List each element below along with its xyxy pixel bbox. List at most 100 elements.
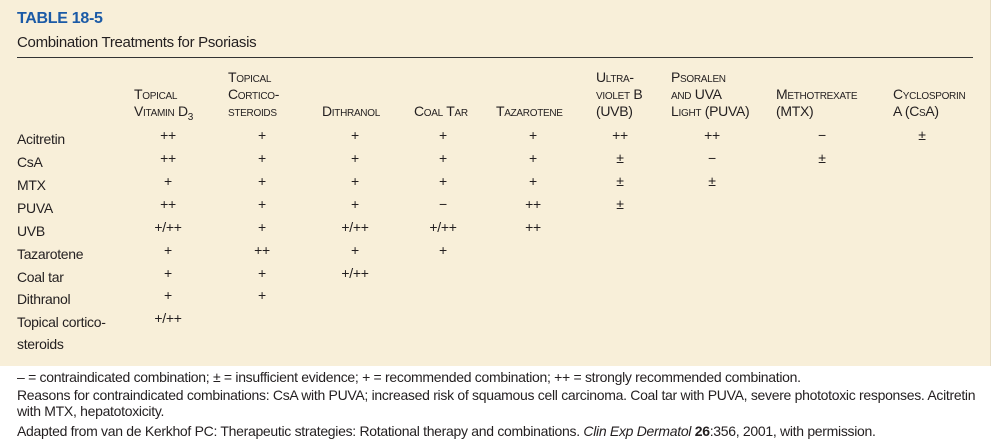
cell: ± [616,173,624,189]
cell: + [258,265,266,281]
row-label: Topical cortico- [17,314,106,330]
source-part: 26 [691,423,710,439]
cell: ++ [704,127,720,143]
cell: + [529,150,537,166]
header-line: violet B [596,86,643,103]
header-line: (UVB) [596,103,642,120]
cell: +/++ [429,219,457,235]
header-line: Ultra- [596,69,642,86]
row-label: steroids [17,336,64,352]
header-line: (MTX) [776,103,857,120]
cell: + [439,173,447,189]
column-header: Tazarotene [496,103,563,120]
cell: + [258,127,266,143]
cell: ++ [525,196,541,212]
row-label: Coal tar [17,269,64,285]
header-text: Tazarotene [496,103,563,119]
cell: + [529,173,537,189]
cell: − [708,150,716,166]
column-header: Topical Vitamin D3 [134,86,193,126]
cell: + [258,150,266,166]
column-header: Dithranol [322,103,380,120]
footnote-source: Adapted from van de Kerkhof PC: Therapeu… [17,423,876,439]
row-label: Dithranol [17,291,71,307]
header-line: Vitamin D3 [134,103,193,126]
cell: + [351,150,359,166]
header-text: Topical [134,86,178,102]
cell: + [439,150,447,166]
cell: ++ [612,127,628,143]
header-line: Methotrexate [776,86,858,103]
source-part: Adapted from van de Kerkhof PC: Therapeu… [17,423,584,439]
column-header: Methotrexate (MTX) [776,86,858,120]
column-header: Topical Cortico-steroids [228,69,279,120]
cell: + [439,242,447,258]
header-line: steroids [228,103,279,120]
cell: ± [918,127,926,143]
cell: +/++ [341,265,369,281]
header-line: Psoralen [671,69,749,86]
header-line: Dithranol [322,103,380,120]
column-header: Psoralen and UVA Light (PUVA) [671,69,750,120]
header-text: and UVA [671,86,722,102]
row-label: Acitretin [17,131,65,147]
cell: +/++ [154,310,182,326]
footnote-reasons: Reasons for contraindicated combinations… [17,387,976,419]
rule [17,57,973,58]
header-text: (MTX) [776,103,814,119]
header-line: and UVA [671,86,749,103]
row-label: UVB [17,223,45,239]
column-header: Cyclosporin A (CsA) [893,86,966,120]
header-line: Cortico- [228,86,279,103]
cell: +/++ [154,219,182,235]
header-line: Topical [134,86,193,103]
header-text: Ultra- [596,69,634,85]
cell: ± [616,150,624,166]
header-line: Cyclosporin [893,86,966,103]
header-text: Dithranol [322,103,380,119]
cell: + [164,173,172,189]
header-text: Light (PUVA) [671,103,750,119]
header-text: Vitamin D [134,103,188,119]
cell: ++ [525,219,541,235]
header-line: A (CsA) [893,103,965,120]
cell: + [529,127,537,143]
cell: ++ [254,242,270,258]
cell: + [439,127,447,143]
cell: + [258,196,266,212]
cell: − [439,196,447,212]
header-line: Coal Tar [414,103,468,120]
header-subscript: 3 [187,111,194,123]
cell: + [164,287,172,303]
row-label: MTX [17,177,46,193]
cell: ± [708,173,716,189]
header-text: steroids [228,103,277,119]
cell: ++ [160,127,176,143]
cell: ± [616,196,624,212]
cell: + [351,242,359,258]
cell: + [164,242,172,258]
cell: + [351,196,359,212]
header-text: Cortico- [228,86,280,102]
header-text: Cyclosporin [893,86,966,102]
column-header: Coal Tar [414,103,468,120]
header-text: A (CsA) [893,103,939,119]
column-header: Ultra-violet B (UVB) [596,69,643,120]
row-label: Tazarotene [17,246,84,262]
header-text: violet B [596,86,643,102]
cell: + [351,173,359,189]
row-label: CsA [17,154,43,170]
cell: ++ [160,196,176,212]
cell: + [258,219,266,235]
cell: − [818,127,826,143]
header-text: (UVB) [596,103,633,119]
cell: ± [818,150,826,166]
row-label: PUVA [17,200,53,216]
header-line: Light (PUVA) [671,103,750,120]
cell: + [164,265,172,281]
header-text: Psoralen [671,69,726,85]
source-part: :356, 2001, with permission. [709,423,876,439]
cell: + [258,287,266,303]
header-text: Methotrexate [776,86,858,102]
